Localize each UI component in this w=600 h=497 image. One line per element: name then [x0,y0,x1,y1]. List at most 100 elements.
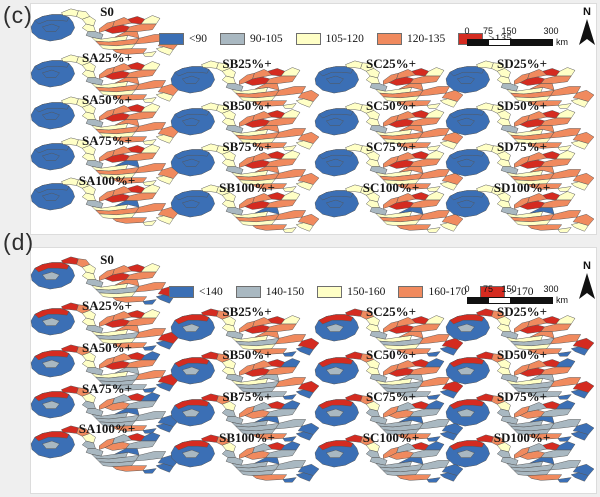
basin-choropleth [170,308,320,357]
map-label: SA100%+ [78,173,136,188]
map-d-sa75: SA75%+ [29,381,181,439]
basin-choropleth [314,351,464,400]
map-label: SC75%+ [365,139,417,154]
map-c-sb100: SB100%+ [169,180,321,238]
basin-choropleth [314,393,464,442]
map-label: S0 [100,252,114,267]
legend-item: 90-105 [220,33,283,45]
map-label: SD25%+ [496,56,548,71]
basin-choropleth [30,54,180,103]
basin-choropleth [170,351,320,400]
scale-bar-unit: km [556,37,568,47]
map-d-sa100: SA100%+ [29,421,181,479]
legend-swatch [235,286,261,298]
scale-bar-segment [510,39,552,45]
basin-choropleth [30,385,180,434]
legend-swatch [220,33,245,45]
basin-choropleth [445,308,595,357]
basin-choropleth [30,256,180,305]
basin-choropleth [170,143,320,192]
map-label: SC25%+ [365,56,417,71]
legend-swatch [376,33,402,45]
scale-bar-segment [489,39,510,45]
legend-item: 140-150 [235,286,305,298]
map-label: SB25%+ [222,304,272,319]
map-label: SC75%+ [365,389,417,404]
scale-bar-segments [467,38,553,46]
map-c-sb75: SB75%+ [169,139,321,197]
map-c-sa100: SA100%+ [29,173,181,231]
legend-swatch [295,33,321,45]
basin-choropleth [30,96,180,145]
map-label: SD50%+ [496,347,548,362]
legend-item: <140 [169,286,223,298]
legend-item: 105-120 [295,33,364,45]
map-label: SA75%+ [81,381,133,396]
basin-choropleth [170,60,320,109]
legend-swatch [398,286,424,298]
map-label: SB75%+ [222,389,272,404]
map-label: SB100%+ [219,430,275,445]
north-arrow: N [578,7,596,50]
legend-label: 160-170 [428,286,467,298]
map-d-sa25: SA25%+ [29,298,181,356]
legend-d: <140 140-150 150-160 160-170 >170 [169,286,534,298]
map-d-sb25: SB25%+ [169,304,321,362]
basin-choropleth [170,102,320,151]
scale-bar-tick: 300 [543,284,559,294]
map-d-sc75: SC75%+ [313,389,465,447]
panel-d: <140 140-150 150-160 160-170 >170 0 75 150 300 km… [30,247,597,494]
map-c-sb50: SB50%+ [169,98,321,156]
basin-choropleth [445,60,595,109]
legend-label: 120-135 [406,33,446,45]
map-label: SC100%+ [362,430,420,445]
basin-choropleth [445,351,595,400]
legend-label: <90 [189,33,207,45]
map-d-sc50: SC50%+ [313,347,465,405]
map-d-sd25: SD25%+ [444,304,596,362]
north-arrow: N [578,261,596,304]
map-d-sb75: SB75%+ [169,389,321,447]
scale-bar-segment [510,297,552,303]
legend-label: 140-150 [265,286,305,298]
map-d-s0: S0 [29,252,181,310]
basin-choropleth [445,143,595,192]
legend-label: 150-160 [347,286,386,298]
map-label: SA25%+ [81,298,133,313]
basin-choropleth [314,143,464,192]
map-label: SD50%+ [496,98,548,113]
basin-choropleth [445,393,595,442]
map-label: SB25%+ [222,56,272,71]
map-d-sb100: SB100%+ [169,430,321,488]
map-label: SB50%+ [222,347,272,362]
scale-bar-tick: 150 [501,26,517,36]
scale-bar-tick: 0 [464,284,470,294]
legend-swatch [317,286,343,298]
basin-choropleth [314,434,464,483]
scale-bar-ticks: 0 75 150 300 [464,284,558,295]
map-c-sa75: SA75%+ [29,133,181,191]
map-label: SA100%+ [78,421,136,436]
panel-c-letter: (c) [3,2,33,28]
basin-choropleth [445,184,595,233]
legend-item: <90 [159,33,207,45]
legend-swatch [169,286,194,298]
legend-label: <140 [199,286,223,298]
map-c-sd75: SD75%+ [444,139,596,197]
map-label: SA75%+ [81,133,133,148]
map-label: SA25%+ [81,50,133,65]
map-label: SB75%+ [222,139,272,154]
panel-d-letter: (d) [3,229,35,255]
map-c-sd100: SD100%+ [444,180,596,238]
map-d-sc25: SC25%+ [313,304,465,362]
basin-choropleth [445,434,595,483]
basin-choropleth [445,102,595,151]
north-arrow-icon [579,273,595,299]
basin-choropleth [170,434,320,483]
map-d-sc100: SC100%+ [313,430,465,488]
map-c-sd25: SD25%+ [444,56,596,114]
scale-bar-segment [489,297,510,303]
map-label: SC50%+ [365,347,417,362]
map-c-sc25: SC25%+ [313,56,465,114]
panel-c: <9090-105105-120120-135>135075150300kmNS… [30,3,597,235]
